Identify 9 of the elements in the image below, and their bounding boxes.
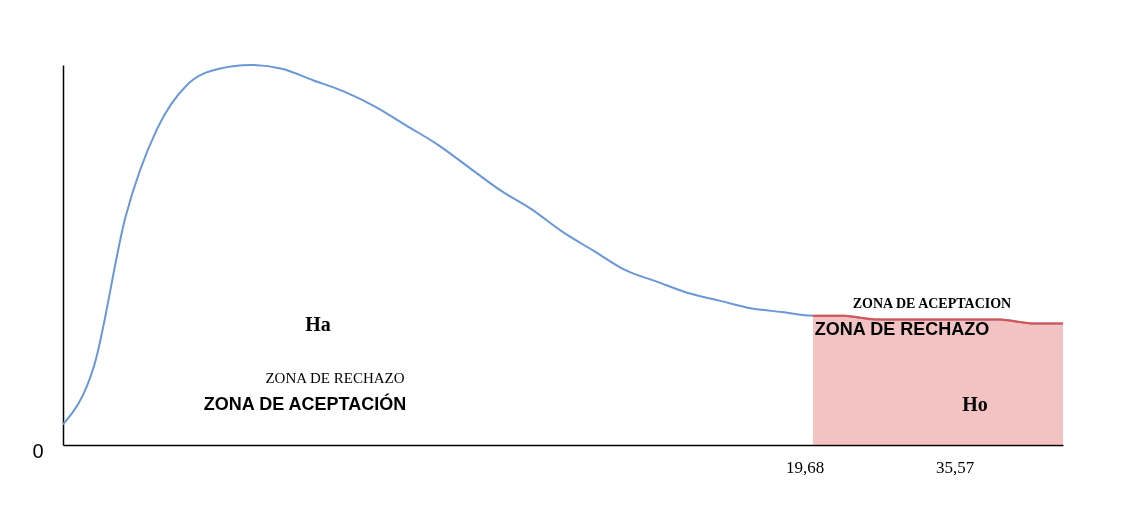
annotation: ZONA DE ACEPTACIÓN <box>203 393 407 414</box>
annotation: ZONA DE RECHAZO <box>265 370 405 386</box>
annotation: Ha <box>305 313 331 335</box>
annotation: Ho <box>962 393 988 415</box>
text: 0 <box>32 440 44 462</box>
annotation: ZONA DE ACEPTACION <box>852 296 1012 311</box>
annotation: ZONA DE RECHAZO <box>814 319 990 339</box>
text: 35,57 <box>935 458 975 477</box>
text: 19,68 <box>785 458 825 477</box>
